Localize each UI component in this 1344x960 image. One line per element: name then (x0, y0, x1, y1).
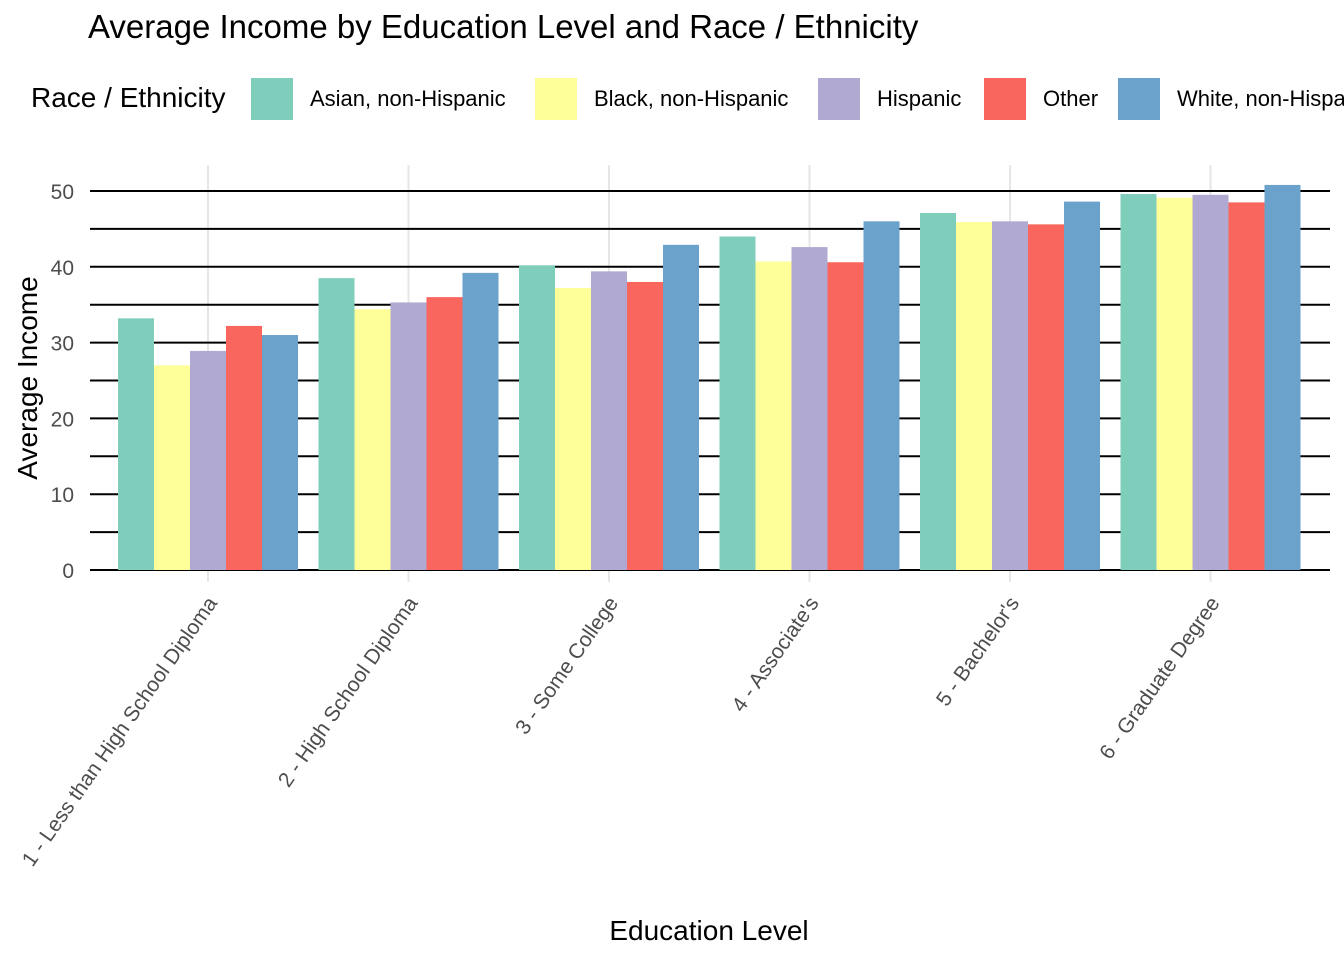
y-tick-label: 50 (51, 181, 74, 204)
bar-asian-non-hispanic-5 (920, 212, 956, 570)
bar-asian-non-hispanic-4 (719, 236, 756, 571)
x-tick-label: 5 - Bachelor's (932, 593, 1024, 711)
bar-other-1 (226, 325, 262, 570)
y-tick-label: 30 (51, 333, 74, 356)
y-tick-label: 40 (51, 257, 74, 280)
y-axis-title: Average Income (12, 276, 43, 479)
x-axis-title: Education Level (609, 915, 808, 946)
bar-white-non-hispanic-4 (863, 221, 900, 570)
bar-other-2 (426, 297, 463, 570)
legend-key-other (984, 78, 1026, 120)
bar-hispanic-2 (390, 302, 427, 570)
bar-black-non-hispanic-1 (154, 365, 190, 570)
bar-asian-non-hispanic-6 (1120, 194, 1157, 571)
legend-label-hispanic: Hispanic (877, 86, 962, 111)
bar-asian-non-hispanic-2 (318, 278, 355, 570)
legend-label-white-non-hispanic: White, non-Hispanic (1177, 86, 1344, 111)
legend-key-hispanic (818, 78, 860, 120)
bar-asian-non-hispanic-1 (118, 318, 154, 570)
y-tick-label: 10 (51, 484, 74, 507)
bar-layer (118, 184, 1301, 571)
x-tick-labels: 1 - Less than High School Diploma 2 - Hig… (18, 592, 1225, 870)
bar-black-non-hispanic-3 (555, 288, 591, 570)
legend: Race / Ethnicity Asian, non-Hispanic Blac… (0, 76, 1344, 122)
bar-black-non-hispanic-4 (755, 261, 792, 570)
bar-white-non-hispanic-6 (1264, 184, 1301, 570)
bar-hispanic-5 (992, 221, 1028, 570)
bar-hispanic-3 (591, 271, 627, 570)
bar-other-5 (1028, 224, 1064, 571)
x-tick-label: 2 - High School Diploma (274, 592, 423, 791)
bar-white-non-hispanic-2 (462, 272, 499, 570)
bar-other-4 (827, 262, 864, 570)
y-tick-label: 0 (62, 560, 74, 583)
bar-black-non-hispanic-5 (956, 222, 992, 570)
bar-white-non-hispanic-5 (1064, 201, 1100, 570)
x-tick-label: 4 - Associate's (727, 593, 823, 717)
x-tick-label: 1 - Less than High School Diploma (18, 592, 222, 870)
legend-key-white-non-hispanic (1118, 78, 1160, 120)
x-tick-label: 6 - Graduate Degree (1095, 593, 1224, 764)
legend-label-other: Other (1043, 86, 1099, 111)
y-tick-label: 20 (51, 408, 74, 431)
bar-black-non-hispanic-6 (1156, 197, 1193, 570)
legend-label-asian-non-hispanic: Asian, non-Hispanic (310, 86, 506, 111)
bar-asian-non-hispanic-3 (519, 265, 555, 570)
bar-black-non-hispanic-2 (354, 309, 391, 570)
bar-white-non-hispanic-1 (262, 335, 298, 570)
x-tick-label: 3 - Some College (511, 593, 623, 739)
bar-other-3 (627, 281, 663, 570)
bar-other-6 (1228, 202, 1265, 570)
bar-hispanic-1 (190, 350, 226, 570)
chart-title: Average Income by Education Level and Ra… (88, 8, 919, 45)
bar-hispanic-6 (1192, 194, 1229, 571)
bar-hispanic-4 (791, 247, 828, 571)
legend-title: Race / Ethnicity (31, 82, 226, 113)
legend-key-asian-non-hispanic (251, 78, 293, 120)
legend-key-black-non-hispanic (535, 78, 577, 120)
bar-white-non-hispanic-3 (663, 244, 699, 570)
legend-label-black-non-hispanic: Black, non-Hispanic (594, 86, 789, 111)
y-tick-labels: 0 10 20 30 40 50 (51, 181, 74, 583)
